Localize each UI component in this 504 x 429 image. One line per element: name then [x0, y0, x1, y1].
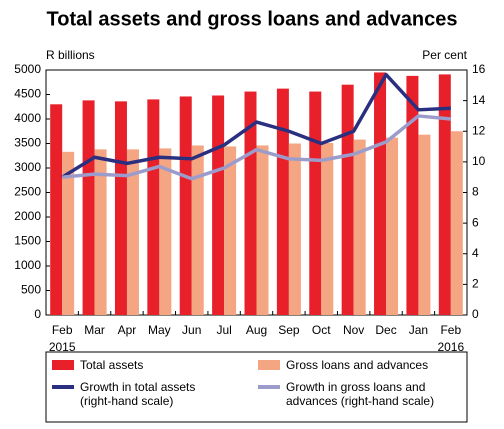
x-tick-label: Oct [312, 323, 331, 337]
x-tick-label: Jan [409, 323, 428, 337]
x-year-label: 2016 [437, 340, 464, 354]
bar [147, 99, 160, 316]
x-tick-label: Mar [84, 323, 105, 337]
y-tick-label: 3000 [14, 160, 41, 174]
bar [114, 101, 127, 315]
y2-tick-label: 8 [472, 185, 479, 199]
legend-entry: Total assets [52, 358, 247, 372]
x-tick-label: Nov [343, 323, 364, 337]
x-tick-label: May [148, 323, 171, 337]
line [62, 114, 451, 181]
line [61, 72, 451, 179]
y2-tick-label: 4 [472, 246, 479, 260]
x-tick-label: Feb [52, 323, 73, 337]
bar [62, 151, 75, 315]
legend-entry: Growth in gross loans and advances (righ… [258, 380, 463, 408]
legend-label: Gross loans and advances [286, 358, 429, 372]
bar [159, 148, 172, 315]
x-tick-label: Jul [216, 323, 231, 337]
bar [418, 134, 431, 315]
legend-label: Growth in total assets (right-hand scale… [80, 380, 196, 408]
bar [386, 137, 399, 315]
x-tick-label: Aug [246, 323, 267, 337]
y2-tick-label: 6 [472, 215, 479, 229]
y-tick-label: 1500 [14, 234, 41, 248]
x-tick-label: Feb [440, 323, 461, 337]
bar [94, 149, 107, 315]
bar [406, 75, 419, 315]
chart-title: Total assets and gross loans and advance… [47, 8, 458, 30]
bar [309, 91, 322, 315]
legend-frame [45, 351, 468, 423]
bar [179, 96, 192, 316]
bar [212, 95, 225, 315]
y-tick-label: 3500 [14, 136, 41, 150]
x-tick-label: Jun [182, 323, 201, 337]
y-tick-label: 4500 [14, 87, 41, 101]
bar [244, 91, 257, 315]
legend-label: Growth in gross loans and advances (righ… [286, 380, 435, 408]
bar [374, 72, 387, 315]
bar [438, 74, 451, 315]
y-tick-label: 2500 [14, 185, 41, 199]
x-tick-label: Apr [118, 323, 137, 337]
bar [341, 84, 354, 315]
bar [450, 131, 463, 315]
y-tick-label: 5000 [14, 62, 41, 76]
y2-tick-label: 12 [472, 123, 486, 137]
y2-tick-label: 16 [472, 62, 486, 76]
legend-swatch [52, 360, 74, 370]
bar [126, 149, 139, 315]
x-tick-label: Dec [375, 323, 396, 337]
y-tick-label: 0 [34, 307, 41, 321]
legend-swatch [258, 385, 280, 389]
y2-tick-label: 10 [472, 154, 486, 168]
bar [256, 145, 269, 315]
bar [50, 104, 63, 315]
y-tick-label: 500 [21, 283, 41, 297]
bar [276, 88, 289, 316]
x-year-label: 2015 [49, 340, 76, 354]
y2-axis-label: Per cent [422, 48, 467, 62]
bar [191, 145, 204, 315]
bar [224, 146, 237, 315]
y-axis-label: R billions [46, 48, 95, 62]
y-tick-label: 2000 [14, 209, 41, 223]
bar [288, 143, 301, 315]
legend-entry: Growth in total assets (right-hand scale… [52, 380, 247, 408]
bar [321, 143, 334, 315]
legend-swatch [52, 385, 74, 389]
y-tick-label: 1000 [14, 258, 41, 272]
y2-tick-label: 0 [472, 307, 479, 321]
y-tick-label: 4000 [14, 111, 41, 125]
bar [82, 100, 95, 315]
x-tick-label: Sep [278, 323, 300, 337]
y2-tick-label: 2 [472, 277, 479, 291]
legend-swatch [258, 360, 280, 370]
legend-label: Total assets [80, 358, 144, 372]
bar [353, 139, 366, 315]
legend-entry: Gross loans and advances [258, 358, 463, 372]
y2-tick-label: 14 [472, 93, 486, 107]
